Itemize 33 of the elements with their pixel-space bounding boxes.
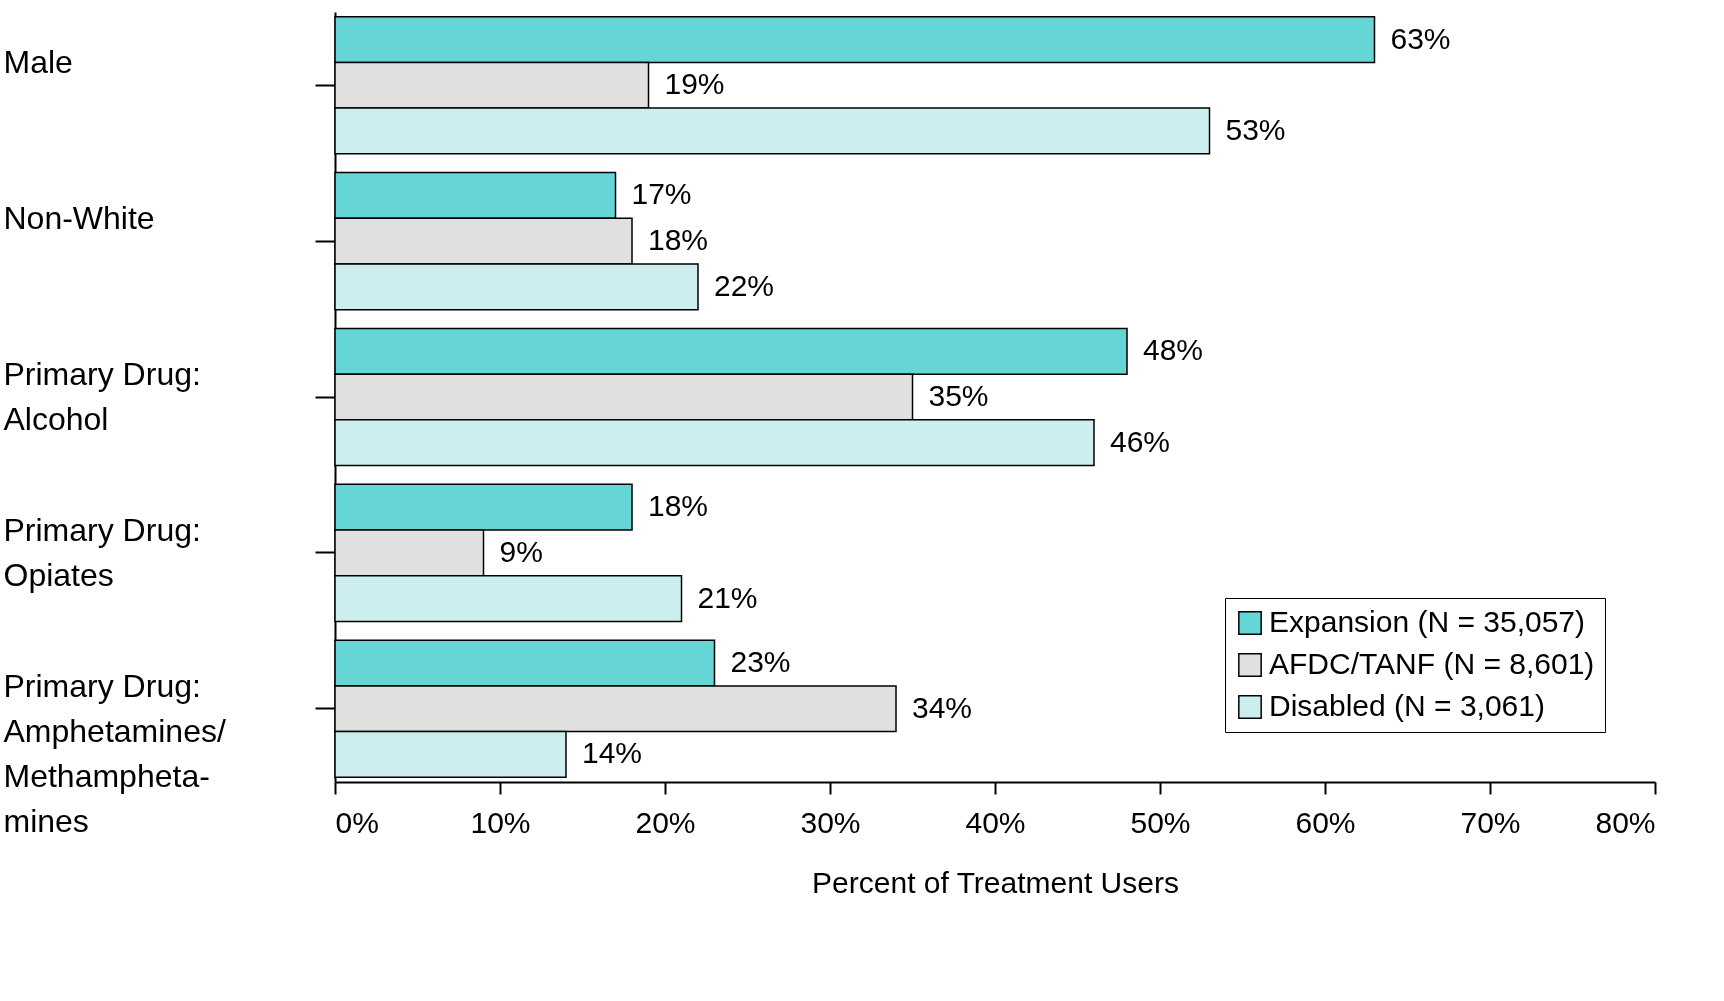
x-tick-label: 50% xyxy=(1130,805,1191,839)
y-tick-label: Primary Drug: Opiates xyxy=(3,511,201,593)
data-label: 21% xyxy=(697,580,758,614)
data-label: 18% xyxy=(648,489,709,523)
x-tick-label: 10% xyxy=(470,805,531,839)
x-axis-title: Percent of Treatment Users xyxy=(812,865,1179,899)
y-tick-label: Primary Drug: Alcohol xyxy=(3,356,201,437)
data-label: 23% xyxy=(730,645,791,679)
legend-label: Expansion (N = 35,057) xyxy=(1269,605,1586,638)
data-label: 18% xyxy=(648,223,709,257)
data-label: 22% xyxy=(714,268,775,302)
x-tick-label: 60% xyxy=(1295,805,1356,839)
x-tick-label: 0% xyxy=(335,805,379,839)
data-label: 48% xyxy=(1143,333,1204,367)
x-tick-label: 20% xyxy=(635,805,696,839)
x-tick-label: 80% xyxy=(1595,805,1656,839)
x-tick-label: 40% xyxy=(965,805,1026,839)
data-label: 17% xyxy=(631,177,692,211)
y-tick-label: Primary Drug: Amphetamines/ Methampheta- mines xyxy=(3,667,226,839)
data-label: 35% xyxy=(928,379,989,412)
x-tick-label: 70% xyxy=(1460,805,1521,839)
data-label: 19% xyxy=(664,67,725,101)
x-tick-label: 30% xyxy=(800,805,861,839)
data-label: 14% xyxy=(582,736,643,770)
y-tick-label: Non-White xyxy=(3,200,155,237)
data-label: 34% xyxy=(912,690,973,724)
data-label: 53% xyxy=(1225,112,1286,146)
data-label: 46% xyxy=(1110,424,1171,458)
legend-label: AFDC/TANF (N = 8,601) xyxy=(1269,647,1595,680)
data-label: 63% xyxy=(1390,21,1451,55)
legend-label: Disabled (N = 3,061) xyxy=(1269,689,1545,722)
y-tick-label: Male xyxy=(3,44,73,81)
data-label: 9% xyxy=(499,534,543,568)
